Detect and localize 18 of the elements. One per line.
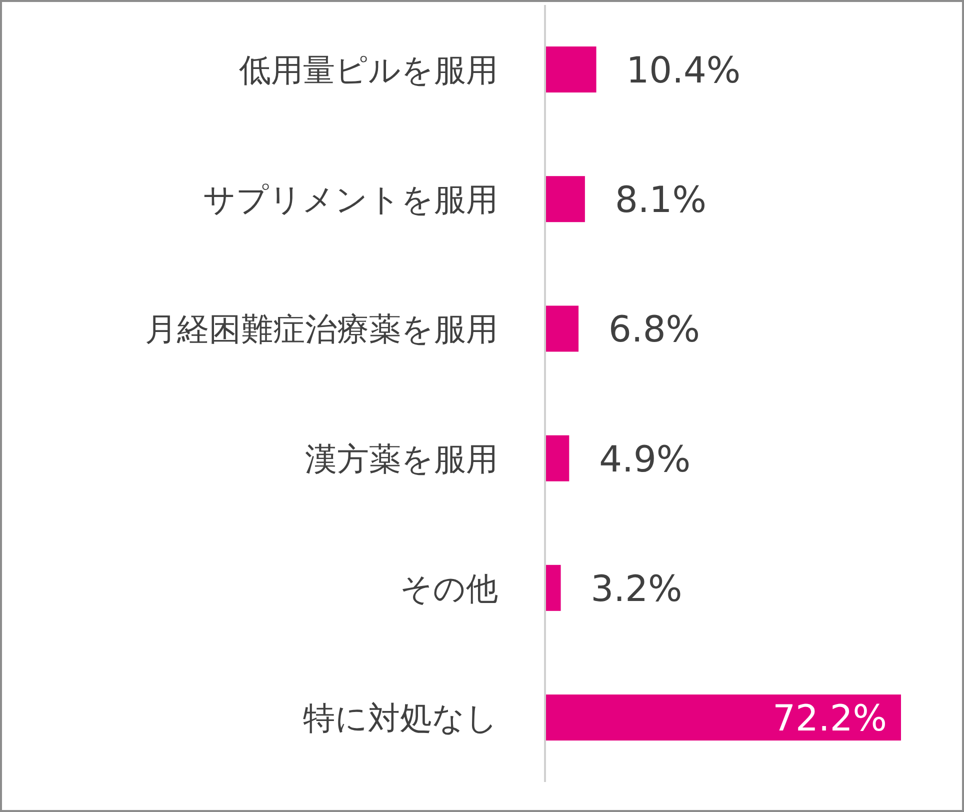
y-tick-label: サプリメントを服用 [203, 180, 498, 219]
data-label: 72.2% [772, 698, 887, 740]
data-label: 4.9% [599, 439, 691, 480]
bar [545, 564, 561, 611]
y-tick-label: 低用量ピルを服用 [239, 51, 498, 89]
bar [545, 176, 585, 222]
data-label: 8.1% [614, 180, 706, 222]
y-tick-label: 月経困難症治療薬を服用 [145, 310, 498, 348]
y-tick-label: 漢方薬を服用 [305, 440, 498, 478]
bar [545, 435, 570, 482]
data-label: 10.4% [626, 50, 741, 92]
data-label: 6.8% [608, 310, 700, 351]
bar [545, 694, 901, 741]
data-label: 3.2% [590, 568, 682, 610]
y-tick-label: その他 [400, 569, 498, 608]
bar [545, 46, 596, 92]
bar [545, 306, 579, 352]
y-tick-label: 特に対処なし [303, 699, 498, 738]
